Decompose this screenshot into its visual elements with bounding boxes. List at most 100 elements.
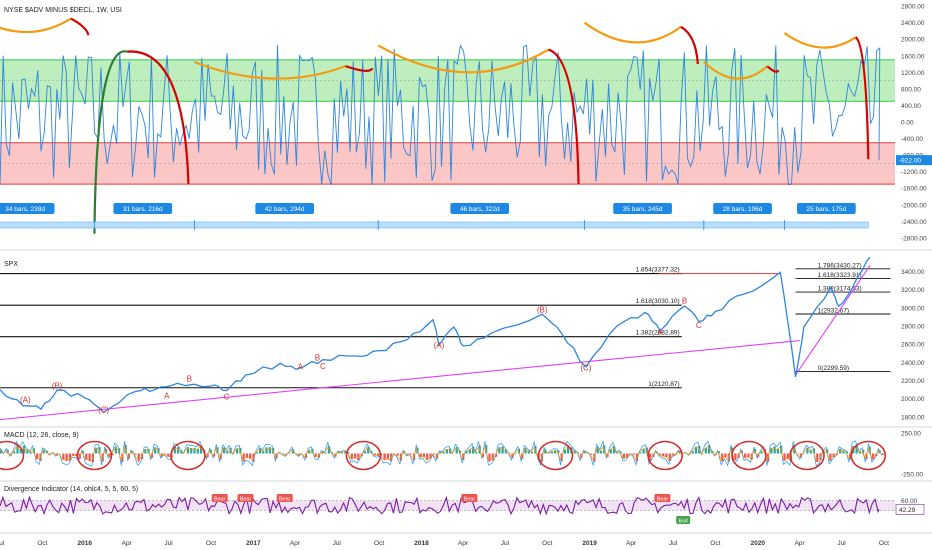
macd-histogram-bar: [439, 451, 442, 454]
macd-histogram-bar: [249, 453, 252, 459]
macd-histogram-bar: [809, 449, 812, 454]
time-axis: Jul Oct 2016 Apr Jul Oct 2017 Apr Jul Oct 2018 Apr J…: [0, 532, 932, 547]
time-tick-label: Apr: [122, 540, 133, 547]
bear-tag: [654, 494, 671, 502]
macd-histogram-bar: [199, 445, 203, 454]
time-tick-label: 2016: [78, 540, 93, 547]
bear-label: Bear: [657, 497, 669, 503]
wave-label: (B): [537, 305, 548, 314]
macd-histogram-bar: [222, 447, 226, 454]
macd-histogram-bar: [419, 453, 422, 458]
time-tick-label: Oct: [879, 540, 889, 547]
adv-y-tick: 400.00: [901, 103, 921, 110]
bear-tag: [461, 494, 478, 502]
macd-histogram-bar: [350, 453, 353, 460]
cycle-top-arc: [583, 21, 682, 44]
macd-histogram-bar: [455, 447, 458, 454]
macd-histogram-bar: [236, 448, 239, 454]
macd-histogram-bar: [386, 453, 389, 460]
macd-histogram-bar: [550, 451, 553, 454]
macd-histogram-bar: [632, 453, 635, 455]
macd-histogram-bar: [111, 453, 114, 456]
spx-y-tick: 3200.00: [901, 287, 925, 294]
macd-histogram-bar: [488, 453, 491, 462]
divergence-y-tick: 60.00: [901, 498, 918, 505]
cycle-down-arc: [70, 17, 90, 36]
spx-y-tick: 2000.00: [901, 396, 925, 403]
adv-y-tick: -1600.00: [901, 186, 927, 193]
adv-y-tick: 1600.00: [901, 53, 925, 60]
macd-histogram-bar: [108, 453, 111, 457]
bear-tag: [276, 494, 293, 502]
cycle-down-arc: [680, 25, 699, 65]
bear-tag: [211, 494, 228, 502]
macd-histogram-bar: [314, 453, 317, 458]
macd-histogram-bar: [806, 447, 809, 454]
macd-histogram-bar: [29, 451, 32, 454]
cycle-top-arc: [783, 32, 857, 49]
macd-histogram-bar: [468, 449, 471, 454]
macd-histogram-bar: [626, 453, 629, 458]
macd-circle-marker: [731, 440, 767, 471]
adv-y-tick: 0.00: [901, 120, 914, 127]
macd-histogram-bar: [186, 447, 190, 454]
cycle-range-bar: [0, 221, 869, 229]
cycle-label: 31 bars, 216d: [123, 206, 163, 213]
macd-histogram-bar: [649, 453, 652, 461]
adv-y-tick: 2400.00: [901, 20, 925, 27]
macd-histogram-bar: [839, 448, 842, 454]
adv-series-line: [0, 44, 881, 186]
macd-histogram-bar: [458, 450, 462, 454]
spx-y-tick: 1800.00: [901, 414, 925, 421]
cycle-down-arc: [766, 65, 780, 73]
spx-panel: SPX 1(2120.87) 1.382(2682.89) 1.618(3030.10…: [0, 256, 932, 428]
macd-histogram-bar: [845, 451, 848, 454]
macd-histogram-bar: [881, 453, 884, 455]
cycle-label-bg: [450, 203, 510, 214]
macd-histogram-bar: [354, 453, 357, 459]
spx-y-tick: 2200.00: [901, 378, 925, 385]
macd-histogram-bar: [88, 453, 91, 462]
macd-histogram-bar: [835, 453, 839, 456]
wave-label: (B): [52, 381, 63, 390]
macd-panel: MACD (12, 26, close, 9) 250.00 -250.00: [0, 430, 932, 482]
bull-label: Bull: [679, 519, 688, 525]
cycle-down-arc: [345, 65, 374, 72]
macd-histogram-bar: [704, 447, 707, 454]
macd-circle-marker: [76, 440, 113, 471]
adv-y-tick: -2400.00: [901, 219, 927, 226]
macd-histogram-bar: [573, 450, 576, 454]
macd-histogram-bar: [553, 450, 557, 454]
macd-histogram-bar: [481, 453, 485, 458]
macd-histogram-bar: [609, 449, 612, 454]
rsi-line: [0, 495, 880, 516]
cycle-label: 28 bars, 196d: [723, 206, 763, 213]
macd-histogram-bar: [16, 445, 19, 454]
cycle-down-arc: [548, 48, 580, 185]
macd-histogram-bar: [721, 453, 724, 462]
spx-price-line: [0, 256, 871, 414]
macd-histogram-bar: [639, 452, 642, 454]
time-tick-label: Oct: [206, 540, 216, 547]
macd-histogram-bar: [599, 450, 603, 454]
cycle-label: 35 bars, 245d: [623, 206, 663, 213]
cycle-label: 34 bars, 238d: [5, 206, 45, 213]
macd-histogram-bar: [744, 453, 747, 459]
spx-level-label: 1.382(2682.89): [636, 330, 680, 337]
adv-y-tick: 1200.00: [901, 70, 925, 77]
time-tick-label: Jul: [501, 540, 510, 547]
signal-line: [0, 445, 882, 462]
macd-histogram-bar: [855, 444, 858, 454]
macd-histogram-bar: [327, 445, 330, 454]
spx-fib-label: 1.382(3174.53): [818, 286, 862, 293]
macd-histogram-bar: [514, 452, 517, 454]
macd-histogram-bar: [701, 453, 704, 455]
macd-histogram-bar: [508, 452, 511, 454]
macd-histogram-bar: [717, 451, 721, 454]
macd-circle-marker: [0, 440, 25, 471]
divergence-last-value-badge: [895, 503, 925, 515]
macd-histogram-bar: [871, 453, 875, 460]
macd-histogram-bar: [163, 453, 167, 455]
spx-fib-label: 1(2932.67): [818, 307, 849, 314]
